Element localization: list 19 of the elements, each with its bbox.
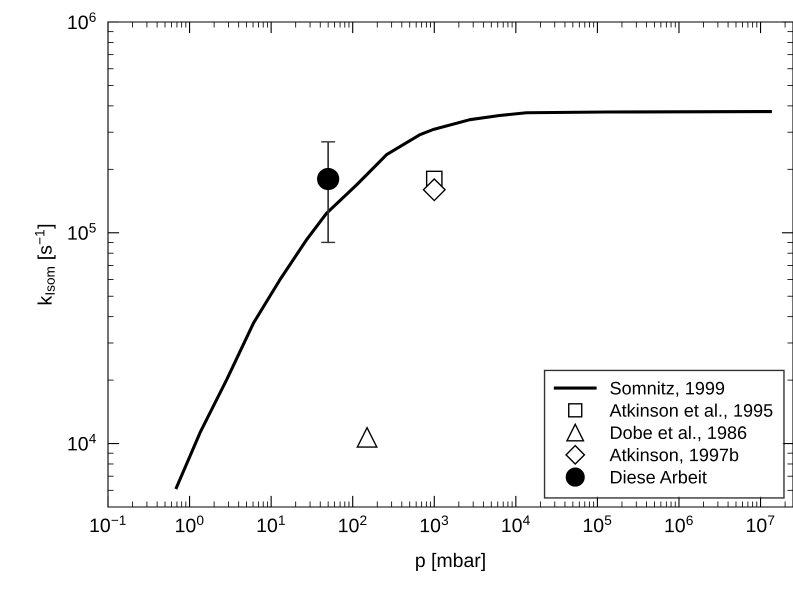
x-tick-label: 10$^{7}$ — [747, 515, 774, 532]
y-tick-label: 10$^{5}$ — [68, 223, 96, 240]
x-tick-label: 10$^{0}$ — [176, 515, 204, 532]
x-axis-title: p [mbar] — [416, 552, 485, 572]
legend-label: Dobe et al., 1986 — [611, 426, 746, 442]
legend-label: Somnitz, 1999 — [610, 381, 724, 397]
y-axis-title: k$_{Isom}$ [s$^{−1}$] — [35, 224, 56, 304]
x-tick-label: 10$^{5}$ — [584, 515, 612, 532]
x-tick-label: 10$^{3}$ — [420, 515, 448, 532]
legend-label: Atkinson, 1997b — [610, 448, 738, 464]
x-tick-label: 10$^{−1}$ — [90, 515, 126, 532]
x-tick-label: 10$^{4}$ — [502, 515, 530, 532]
y-tick-label: 10$^{6}$ — [68, 12, 96, 30]
x-tick-label: 10$^{2}$ — [339, 515, 366, 532]
y-tick-label: 10$^{4}$ — [68, 434, 96, 451]
x-tick-label: 10$^{6}$ — [665, 515, 693, 532]
legend-label: Atkinson et al., 1995 — [610, 404, 772, 419]
legend-label: Diese Arbeit — [611, 470, 707, 484]
x-tick-label: 10$^{1}$ — [258, 515, 285, 532]
